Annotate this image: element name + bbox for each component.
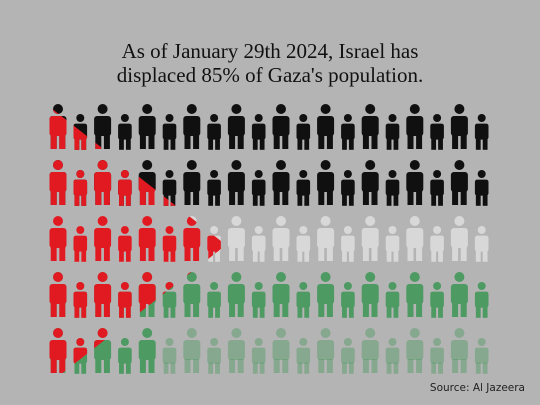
displaced-person-icon [183,272,201,317]
displaced-person-icon [406,272,424,317]
displaced-person-icon-red [49,272,67,317]
displaced-person-icon-red [73,226,88,262]
displaced-person-icon [450,272,468,317]
displaced-person-icon [474,114,489,150]
displaced-person-icon [361,160,379,205]
displaced-person-icon [317,104,335,149]
displaced-person-icon [272,272,290,317]
displaced-person-icon [296,170,311,206]
displaced-person-icon [406,160,424,205]
displaced-person-icon [361,216,379,261]
displaced-person-icon [406,216,424,261]
displaced-person-icon [183,104,201,149]
displaced-person-icon [272,104,290,149]
displaced-person-icon-red [49,216,67,261]
displaced-person-icon [361,104,379,149]
displaced-person-icon [474,170,489,206]
displaced-person-icon [361,272,379,317]
displaced-person-icon-red [118,282,132,318]
remaining-person-icon [406,328,424,373]
displaced-person-icon [138,328,156,373]
displaced-person-icon-red [73,170,88,206]
remaining-person-icon [474,338,489,374]
remaining-person-icon [272,328,290,373]
displaced-person-icon [341,170,355,206]
displaced-person-icon [406,104,424,149]
remaining-person-icon [430,338,444,374]
displaced-person-icon [251,226,266,262]
displaced-person-icon [385,170,400,206]
displaced-person-icon-red [73,282,88,318]
displaced-person-icon [450,104,468,149]
displaced-person-icon [474,226,489,262]
displaced-person-icon [251,170,266,206]
displaced-person-icon [450,216,468,261]
displaced-person-icon [162,114,177,150]
displaced-person-icon [296,282,311,318]
remaining-person-icon [341,338,355,374]
displaced-person-icon [227,104,245,149]
displaced-person-icon [251,114,266,150]
remaining-person-icon [227,328,245,373]
remaining-person-icon [361,328,379,373]
remaining-person-icon [385,338,400,374]
displaced-person-icon [341,226,355,262]
displaced-person-icon [296,226,311,262]
headline: As of January 29th 2024, Israel has disp… [0,39,540,87]
displaced-person-icon [385,282,400,318]
remaining-person-icon [317,328,335,373]
displaced-person-icon-red [94,160,112,205]
displaced-person-icon-red [162,226,177,262]
displaced-person-icon [341,282,355,318]
headline-line-2: displaced 85% of Gaza's population. [116,63,424,87]
displaced-person-icon [272,216,290,261]
remaining-person-icon [296,338,311,374]
remaining-person-icon [207,338,221,374]
displaced-person-icon [227,216,245,261]
displaced-person-icon [317,160,335,205]
source-credit: Source: Al Jazeera [429,382,525,394]
displaced-person-icon [207,114,221,150]
remaining-person-icon [251,338,266,374]
displaced-person-icon [317,216,335,261]
displaced-person-icon [430,114,444,150]
displaced-person-icon [317,272,335,317]
remaining-person-icon [183,328,201,373]
remaining-person-icon [450,328,468,373]
displaced-person-icon-red [49,160,67,205]
displaced-person-icon [118,338,132,374]
displaced-person-icon [296,114,311,150]
displaced-person-icon [430,282,444,318]
displaced-person-icon [227,160,245,205]
displaced-person-icon [207,282,221,318]
displaced-person-icon-red [94,272,112,317]
displaced-person-icon-red [118,226,132,262]
displaced-person-icon [385,226,400,262]
displaced-person-icon [138,104,156,149]
displaced-person-icon [183,160,201,205]
displaced-person-icon [385,114,400,150]
displaced-person-icon [227,272,245,317]
displaced-person-icon [94,104,112,149]
displaced-person-icon [272,160,290,205]
displaced-person-icon [430,226,444,262]
displaced-person-icon [474,282,489,318]
remaining-person-icon [162,338,177,374]
displaced-person-icon [430,170,444,206]
displaced-person-icon-red [49,328,67,373]
displaced-person-icon [251,282,266,318]
displaced-person-icon [341,114,355,150]
displaced-person-icon [207,170,221,206]
displaced-person-icon-red [118,170,132,206]
displaced-person-icon [118,114,132,150]
headline-line-1: As of January 29th 2024, Israel has [121,39,419,63]
displaced-person-icon-red [138,216,156,261]
displaced-person-icon [450,160,468,205]
displaced-person-icon-red [94,216,112,261]
displaced-person-icon-red [183,216,201,261]
